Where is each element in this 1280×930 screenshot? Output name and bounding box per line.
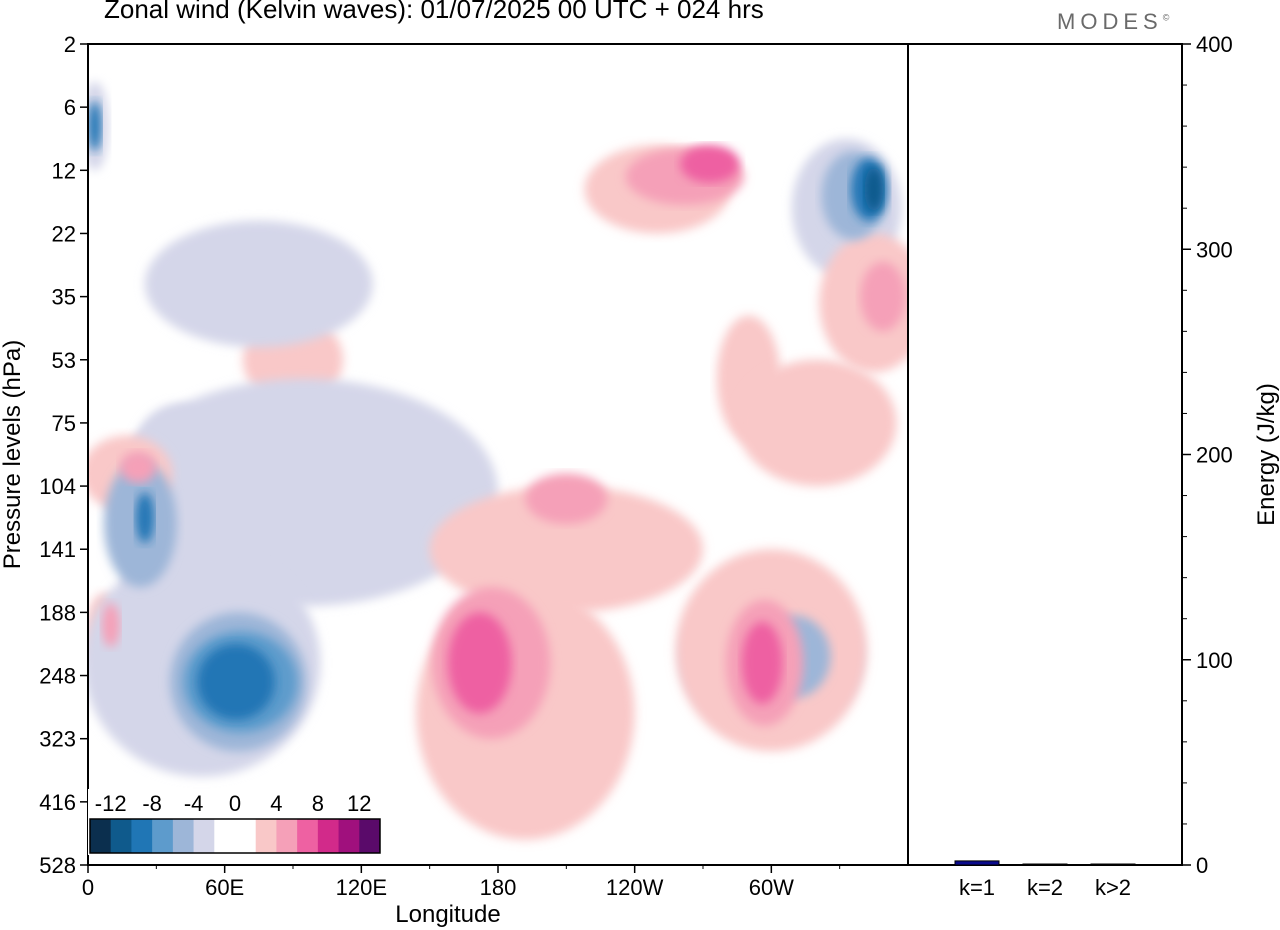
bar-panel-border — [907, 43, 1183, 866]
wind-anomaly-region — [429, 486, 703, 613]
y-tick-label: 2 — [64, 32, 76, 57]
modes-logo: MODES© — [1057, 9, 1170, 34]
x-tick-label: 120E — [336, 875, 387, 900]
energy-axis: 0 100 200 300 400 Energy (J/kg) — [1182, 32, 1280, 878]
colorbar-label: 0 — [229, 791, 241, 816]
colorbar-swatch — [214, 819, 236, 853]
y-tick-label: 22 — [52, 221, 76, 246]
x-tick-label: 60W — [749, 875, 794, 900]
energy-tick-label: 300 — [1196, 237, 1233, 262]
wind-anomaly-region — [119, 451, 157, 483]
x-tick-label: 60E — [205, 875, 244, 900]
wind-anomaly-region — [101, 602, 120, 648]
energy-bar — [954, 860, 1000, 866]
wind-anomaly-region — [737, 359, 897, 487]
wind-anomaly-region — [447, 612, 512, 714]
colorbar-swatch — [110, 819, 132, 853]
y-tick-label: 6 — [64, 95, 76, 120]
colorbar-swatch — [338, 819, 360, 853]
colorbar-label: 4 — [270, 791, 282, 816]
colorbar-label: 12 — [347, 791, 371, 816]
colorbar-label: 8 — [312, 791, 324, 816]
wind-anomaly-region — [525, 473, 608, 524]
wind-anomaly-region — [197, 644, 275, 720]
colorbar-label: -4 — [184, 791, 204, 816]
colorbar-swatch — [152, 819, 174, 853]
colorbar-swatch — [235, 819, 257, 853]
y-tick-label: 416 — [39, 790, 76, 815]
colorbar-label: -8 — [142, 791, 162, 816]
y-tick-label: 104 — [39, 474, 76, 499]
chart-title: Zonal wind (Kelvin waves): 01/07/2025 00… — [104, 0, 764, 24]
bar-category-label: k=1 — [959, 875, 995, 900]
y-tick-label: 75 — [52, 411, 76, 436]
x-tick-label: 120W — [606, 875, 664, 900]
energy-bar-panel: k=1 k=2 k>2 — [954, 860, 1136, 900]
colorbar-swatch — [90, 819, 112, 853]
wind-anomaly-region — [860, 261, 906, 332]
bar-category-label: k=2 — [1027, 875, 1063, 900]
wind-anomaly-region — [741, 621, 783, 704]
wind-anomaly-region — [110, 378, 498, 607]
y-tick-label: 528 — [39, 853, 76, 878]
y-tick-label: 35 — [52, 285, 76, 310]
energy-axis-label: Energy (J/kg) — [1253, 383, 1280, 526]
y-tick-label: 12 — [52, 158, 76, 183]
colorbar-swatch — [359, 819, 381, 853]
wind-anomaly-region — [144, 220, 373, 348]
y-tick-label: 53 — [52, 348, 76, 373]
y-tick-label: 323 — [39, 727, 76, 752]
wind-anomaly-region — [135, 492, 154, 543]
wind-anomaly-region — [680, 145, 740, 183]
energy-bar — [1022, 863, 1068, 866]
colorbar-label: -12 — [95, 791, 127, 816]
colorbar-swatch — [276, 819, 298, 853]
wind-field — [88, 44, 908, 865]
x-axis-label: Longitude — [395, 901, 500, 928]
energy-bar — [1090, 863, 1136, 866]
wind-anomaly-region — [864, 167, 883, 212]
y-tick-label: 141 — [39, 537, 76, 562]
colorbar-swatch — [297, 819, 319, 853]
energy-tick-label: 400 — [1196, 32, 1233, 57]
y-axis-label: Pressure levels (hPa) — [0, 340, 26, 569]
colorbar-swatch — [172, 819, 195, 853]
x-tick-label: 180 — [480, 875, 517, 900]
colorbar-frame — [89, 818, 381, 854]
x-tick-label: 0 — [82, 875, 94, 900]
modes-logo-text: MODES — [1057, 9, 1163, 34]
energy-tick-label: 100 — [1196, 648, 1233, 673]
colorbar-swatch — [317, 819, 340, 853]
energy-tick-label: 0 — [1196, 853, 1208, 878]
colorbar-swatch — [255, 819, 277, 853]
colorbar-swatch — [193, 819, 215, 853]
wind-anomaly-region — [88, 100, 102, 152]
x-axis: 0 60E 120E 180 120W 60W Longitude — [82, 865, 841, 928]
y-tick-label: 248 — [39, 664, 76, 689]
bar-category-label: k>2 — [1095, 875, 1131, 900]
y-axis: 2 6 12 22 35 53 75 104 141 188 248 323 416 528 Pressur… — [0, 32, 88, 878]
y-tick-label: 188 — [39, 600, 76, 625]
colorbar-legend: -12 -8 -4 0 4 8 12 — [88, 789, 382, 855]
energy-tick-label: 200 — [1196, 443, 1233, 468]
colorbar-swatch — [131, 819, 153, 853]
